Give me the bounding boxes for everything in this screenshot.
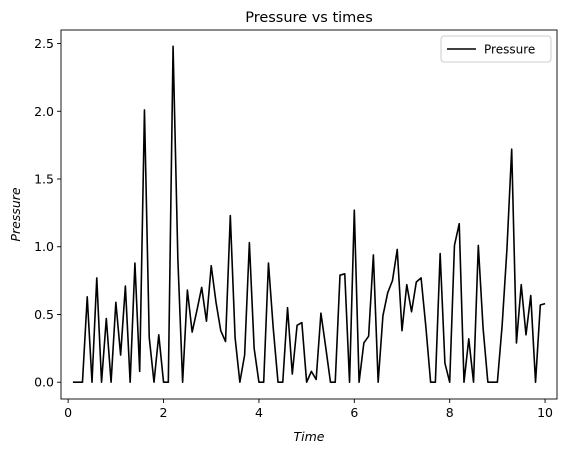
y-tick-label: 2.0 (34, 104, 54, 119)
x-axis: 0 2 4 6 8 10 (64, 399, 553, 420)
y-tick-label: 0.5 (34, 307, 54, 322)
y-axis: 0.0 0.5 1.0 1.5 2.0 2.5 (34, 36, 61, 390)
plot-area (60, 29, 558, 400)
legend-box (440, 35, 552, 63)
x-tick-label: 4 (255, 405, 263, 420)
x-tick-label: 0 (64, 405, 72, 420)
x-tick-label: 10 (537, 405, 553, 420)
legend: Pressure (440, 35, 552, 63)
chart-title: Pressure vs times (245, 10, 373, 26)
x-tick-label: 6 (350, 405, 358, 420)
legend-label-pressure: Pressure (484, 43, 535, 57)
x-axis-label: Time (294, 429, 325, 444)
y-tick-label: 1.0 (34, 239, 54, 254)
series-line-pressure (72, 45, 546, 384)
y-tick-label: 2.5 (34, 36, 54, 51)
x-tick-label: 2 (160, 405, 168, 420)
series-layer (72, 45, 546, 384)
y-axis-label: Pressure (8, 187, 23, 241)
y-tick-label: 1.5 (34, 172, 54, 187)
y-tick-label: 0.0 (34, 375, 54, 390)
axes-frame (60, 29, 558, 400)
x-tick-label: 8 (446, 405, 454, 420)
